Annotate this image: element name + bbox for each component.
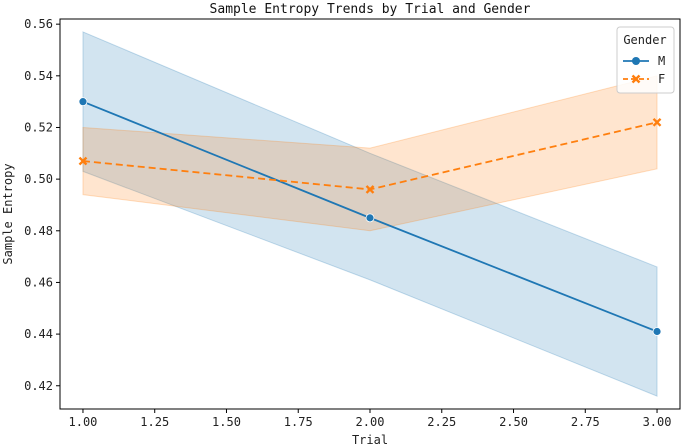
legend-label-f: F <box>658 72 665 86</box>
legend-box <box>616 26 675 94</box>
legend-items: MF <box>623 54 665 86</box>
y-tick-label: 0.44 <box>24 327 53 341</box>
y-tick-label: 0.50 <box>24 172 53 186</box>
y-tick-label: 0.54 <box>24 69 53 83</box>
legend-marker-f <box>631 74 641 84</box>
y-tick-label: 0.42 <box>24 379 53 393</box>
y-tick-label: 0.46 <box>24 275 53 289</box>
legend-item-f: F <box>623 72 665 86</box>
x-tick-label: 2.00 <box>356 415 385 429</box>
legend-title: Gender <box>623 33 666 47</box>
data-point-m <box>78 97 88 107</box>
series-markers <box>78 97 662 336</box>
x-tick-label: 3.00 <box>643 415 672 429</box>
x-tick-label: 2.25 <box>427 415 456 429</box>
data-point-f <box>652 117 662 127</box>
x-tick-label: 1.00 <box>69 415 98 429</box>
data-point-f <box>365 185 375 194</box>
legend-label-m: M <box>658 54 665 68</box>
legend-item-m: M <box>623 54 665 68</box>
data-point-m <box>652 327 662 336</box>
x-tick-label: 2.50 <box>499 415 528 429</box>
data-point-m <box>365 213 375 223</box>
legend-marker-m <box>632 57 640 65</box>
x-axis-ticks: 1.00 1.25 1.50 1.75 2.00 2.25 2.50 2.75 3.00 <box>69 409 672 429</box>
x-tick-label: 1.50 <box>212 415 241 429</box>
data-point-f <box>78 156 88 166</box>
ci-band-f <box>82 75 658 232</box>
y-tick-label: 0.48 <box>24 224 53 238</box>
x-tick-label: 1.75 <box>284 415 313 429</box>
y-axis-ticks: 0.42 0.44 0.46 0.48 0.50 0.52 0.54 0.56 <box>24 17 60 393</box>
y-tick-label: 0.52 <box>24 120 53 134</box>
chart-title: Sample Entropy Trends by Trial and Gende… <box>210 2 531 17</box>
x-tick-label: 2.75 <box>571 415 600 429</box>
y-tick-label: 0.56 <box>24 17 53 31</box>
x-tick-label: 1.25 <box>140 415 169 429</box>
legend: Gender MF <box>616 26 675 94</box>
y-axis-title: Sample Entropy <box>1 163 15 264</box>
x-axis-title: Trial <box>352 433 388 447</box>
